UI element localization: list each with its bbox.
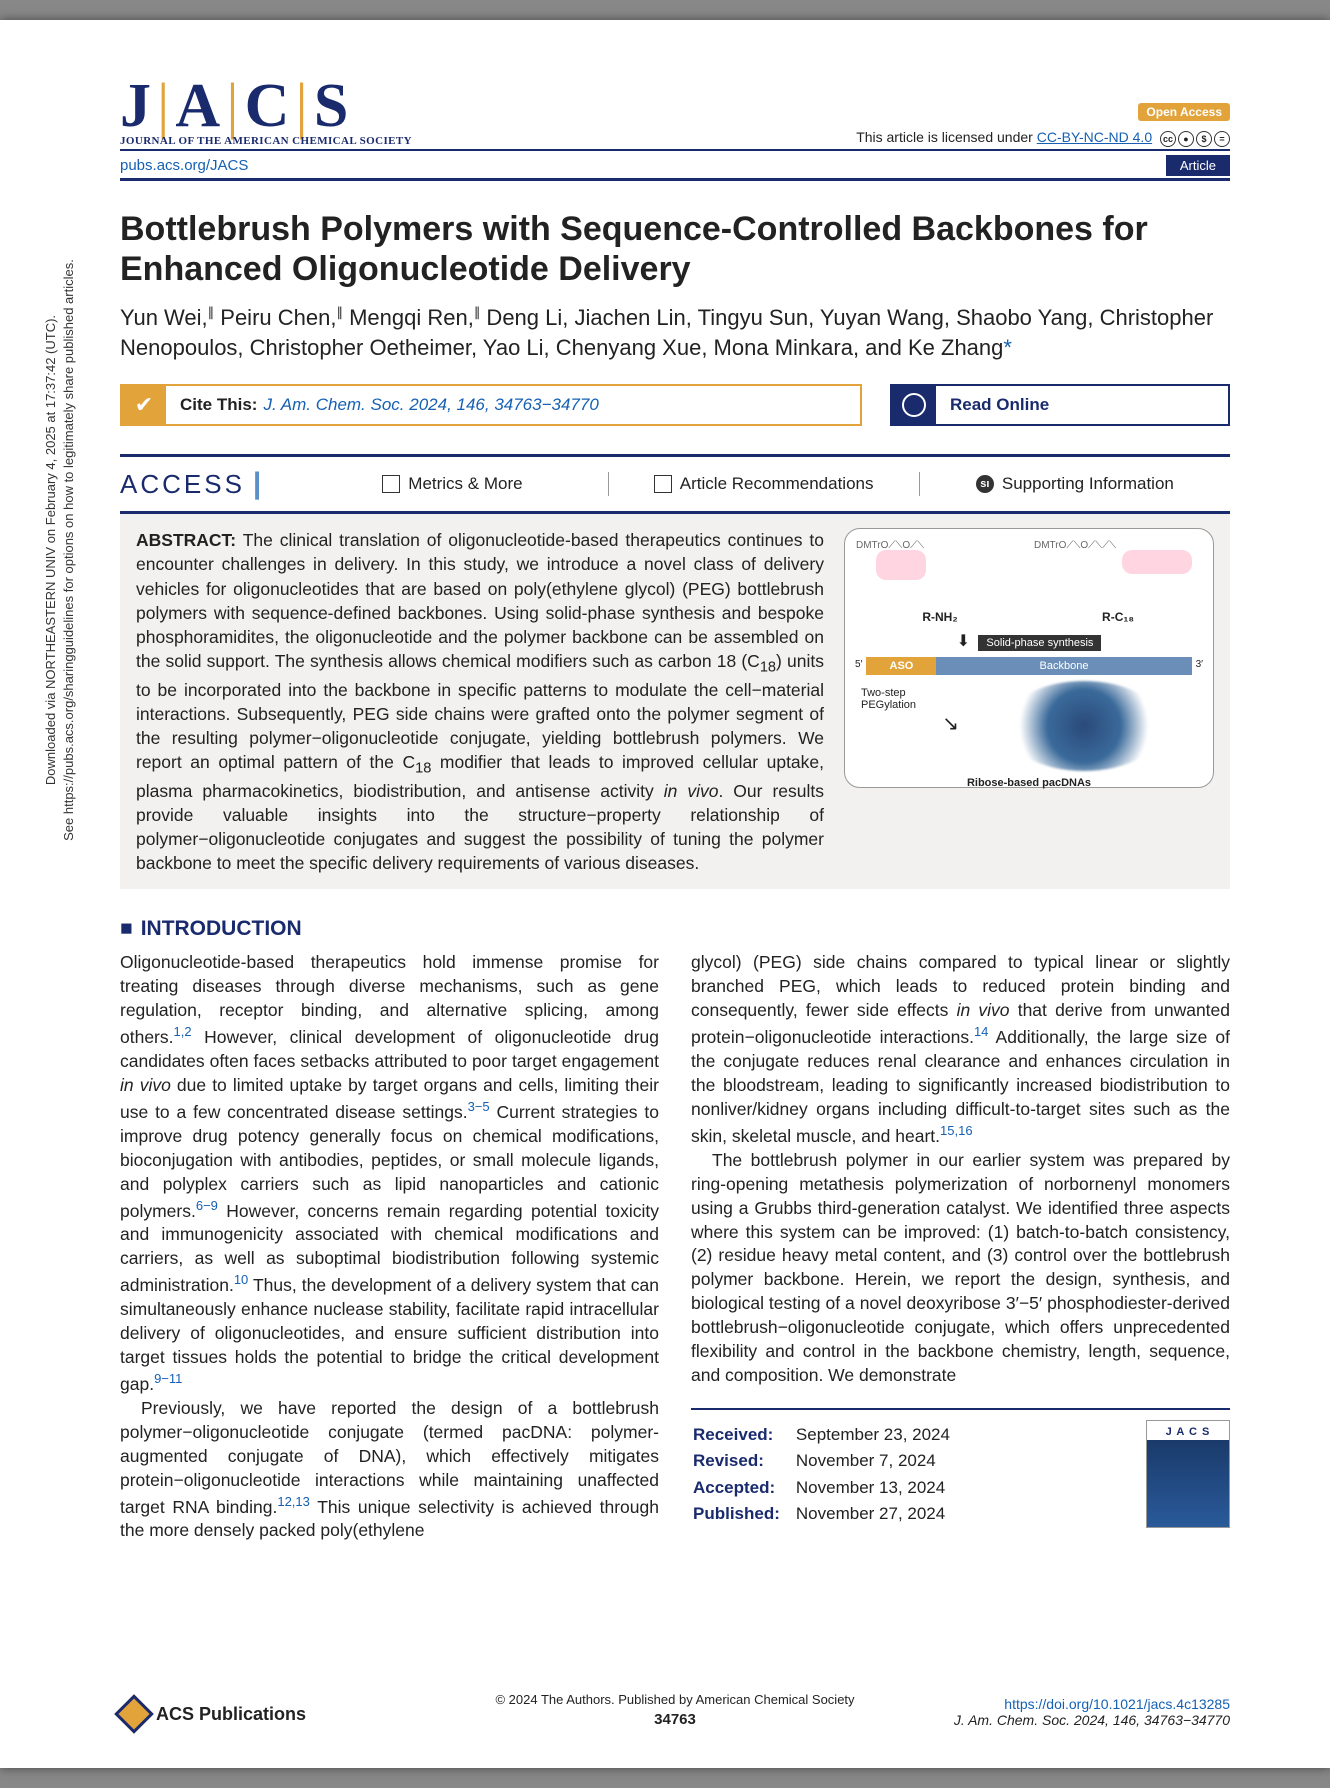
metrics-link[interactable]: Metrics & More: [297, 472, 607, 496]
supporting-info-link[interactable]: sı Supporting Information: [919, 472, 1230, 496]
aso-segment: ASO: [866, 657, 936, 675]
ref-15-16[interactable]: 15,16: [940, 1123, 973, 1138]
abstract-box: ABSTRACT: The clinical translation of ol…: [120, 514, 1230, 889]
copyright: © 2024 The Authors. Published by America…: [495, 1692, 854, 1707]
cite-citation: J. Am. Chem. Soc. 2024, 146, 34763−34770: [263, 395, 598, 415]
logo-subtitle: JOURNAL OF THE AMERICAN CHEMICAL SOCIETY: [120, 135, 412, 147]
ref-14[interactable]: 14: [974, 1024, 988, 1039]
logo-letters: J|A|C|S: [120, 80, 412, 133]
arrow-1: ⬇ Solid-phase synthesis: [855, 631, 1203, 651]
page: Downloaded via NORTHEASTERN UNIV on Febr…: [0, 20, 1330, 1768]
dates-table: Received:September 23, 2024 Revised:Nove…: [691, 1420, 952, 1528]
list-icon: [654, 475, 672, 493]
published-value: November 27, 2024: [796, 1502, 950, 1527]
by-icon: ●: [1178, 131, 1194, 147]
article-title: Bottlebrush Polymers with Sequence-Contr…: [120, 209, 1230, 289]
cite-label: Cite This:: [180, 395, 257, 415]
published-label: Published:: [693, 1502, 794, 1527]
attribution-line1: Downloaded via NORTHEASTERN UNIV on Febr…: [43, 315, 58, 785]
received-label: Received:: [693, 1422, 794, 1447]
license-link[interactable]: CC-BY-NC-ND 4.0: [1037, 129, 1152, 145]
cite-icon: ✔: [122, 386, 166, 424]
recommendations-link[interactable]: Article Recommendations: [608, 472, 919, 496]
footer-right: https://doi.org/10.1021/jacs.4c13285 J. …: [954, 1696, 1230, 1728]
chart-icon: [382, 475, 400, 493]
access-bars-icon: |: [253, 467, 261, 501]
nc-icon: $: [1196, 131, 1212, 147]
nd-icon: =: [1214, 131, 1230, 147]
accepted-value: November 13, 2024: [796, 1475, 950, 1500]
revised-value: November 7, 2024: [796, 1449, 950, 1474]
backbone-segment: Backbone: [936, 657, 1191, 675]
page-number: 34763: [495, 1711, 854, 1728]
ref-10[interactable]: 10: [234, 1272, 248, 1287]
read-online-box[interactable]: Read Online: [890, 384, 1230, 426]
doi-link[interactable]: https://doi.org/10.1021/jacs.4c13285: [1004, 1696, 1230, 1712]
action-bar: ✔ Cite This: J. Am. Chem. Soc. 2024, 146…: [120, 384, 1230, 426]
section-bar: ACCESS | Metrics & More Article Recommen…: [120, 454, 1230, 514]
publisher-name: ACS Publications: [156, 1704, 306, 1725]
molecule-2: DMTrO⟋⟍O⟋⟍⟋⟍ R-C₁₈: [1033, 539, 1203, 629]
cc-icon: cc: [1160, 131, 1176, 147]
header-right: Open Access This article is licensed und…: [856, 103, 1230, 146]
metrics-text: Metrics & More: [408, 474, 522, 494]
ref-9-11[interactable]: 9−11: [154, 1371, 182, 1386]
graphical-abstract: DMTrO⟋⟍O⟋⟍ R-NH₂ DMTrO⟋⟍O⟋⟍⟋⟍ R-C₁₈ ⬇ So…: [844, 528, 1214, 788]
dates-box: Received:September 23, 2024 Revised:Nove…: [691, 1408, 1230, 1528]
download-attribution: Downloaded via NORTHEASTERN UNIV on Febr…: [42, 200, 78, 900]
attribution-line2: See https://pubs.acs.org/sharingguidelin…: [61, 259, 76, 841]
mol2-label: R-C₁₈: [1102, 610, 1134, 624]
body-columns: Oligonucleotide-based therapeutics hold …: [120, 951, 1230, 1543]
two-step-label: Two-step PEGylation ↘: [855, 681, 965, 781]
introduction-heading: ■INTRODUCTION: [120, 917, 1230, 941]
si-icon: sı: [976, 475, 994, 493]
cc-icons: cc ● $ =: [1160, 131, 1230, 147]
access-label[interactable]: ACCESS: [120, 469, 245, 500]
globe-icon: [892, 386, 936, 424]
journal-logo: J|A|C|S JOURNAL OF THE AMERICAN CHEMICAL…: [120, 80, 412, 147]
recs-text: Article Recommendations: [680, 474, 874, 494]
footer-citation: J. Am. Chem. Soc. 2024, 146, 34763−34770: [954, 1712, 1230, 1728]
molecule-1: DMTrO⟋⟍O⟋⟍ R-NH₂: [855, 539, 1025, 629]
header: J|A|C|S JOURNAL OF THE AMERICAN CHEMICAL…: [120, 80, 1230, 151]
license-text: This article is licensed under: [856, 129, 1037, 145]
5prime: 5′: [855, 659, 862, 670]
column-2: glycol) (PEG) side chains compared to ty…: [691, 951, 1230, 1543]
subheader: pubs.acs.org/JACS Article: [120, 155, 1230, 181]
acs-diamond-icon: [114, 1694, 154, 1734]
footer-center: © 2024 The Authors. Published by America…: [495, 1692, 854, 1728]
solid-phase-label: Solid-phase synthesis: [978, 635, 1101, 651]
si-text: Supporting Information: [1002, 474, 1174, 494]
authors: Yun Wei,∥ Peiru Chen,∥ Mengqi Ren,∥ Deng…: [120, 303, 1230, 362]
revised-label: Revised:: [693, 1449, 794, 1474]
ref-1-2[interactable]: 1,2: [174, 1024, 192, 1039]
ref-12-13[interactable]: 12,13: [277, 1494, 310, 1509]
read-online-text: Read Online: [936, 386, 1063, 424]
journal-url[interactable]: pubs.acs.org/JACS: [120, 157, 248, 174]
abstract-text: ABSTRACT: The clinical translation of ol…: [136, 528, 824, 875]
cite-box[interactable]: ✔ Cite This: J. Am. Chem. Soc. 2024, 146…: [120, 384, 862, 426]
article-badge: Article: [1166, 155, 1230, 176]
pacdna-structure: [965, 681, 1203, 781]
footer: ACS Publications © 2024 The Authors. Pub…: [120, 1696, 1230, 1728]
publisher-logo: ACS Publications: [120, 1700, 306, 1728]
ref-6-9[interactable]: 6−9: [196, 1198, 218, 1213]
cite-text: Cite This: J. Am. Chem. Soc. 2024, 146, …: [166, 386, 613, 424]
accepted-label: Accepted:: [693, 1475, 794, 1500]
3prime: 3′: [1196, 659, 1203, 670]
ref-3-5[interactable]: 3−5: [468, 1099, 490, 1114]
thumb-logo: J A C S: [1147, 1425, 1229, 1440]
issue-thumbnail[interactable]: J A C S: [1146, 1420, 1230, 1528]
mol1-label: R-NH₂: [922, 610, 957, 624]
received-value: September 23, 2024: [796, 1422, 950, 1447]
column-1: Oligonucleotide-based therapeutics hold …: [120, 951, 659, 1543]
open-access-badge: Open Access: [1138, 103, 1230, 121]
